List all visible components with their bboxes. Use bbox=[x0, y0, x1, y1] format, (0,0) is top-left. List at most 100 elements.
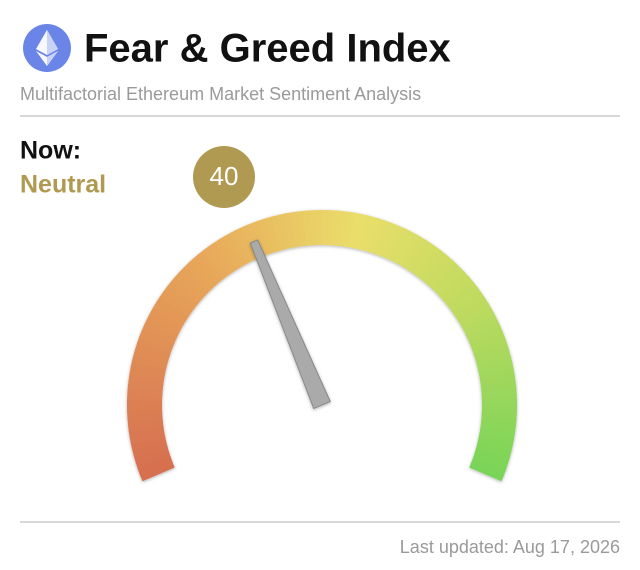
gauge-segment bbox=[271, 214, 287, 251]
gauge-segment bbox=[478, 432, 515, 446]
gauge-segment bbox=[135, 451, 171, 470]
gauge-segment bbox=[442, 276, 475, 305]
gauge-segment bbox=[358, 215, 375, 251]
gauge-segment bbox=[469, 462, 504, 482]
gauge-segment bbox=[137, 456, 173, 476]
gauge-segment bbox=[342, 211, 356, 248]
gauge-segment bbox=[170, 275, 203, 304]
gauge-segment bbox=[373, 220, 393, 256]
gauge-segment bbox=[353, 213, 368, 250]
gauge-segment bbox=[183, 262, 214, 293]
gauge-segment bbox=[470, 457, 507, 477]
gauge-segment bbox=[127, 385, 163, 396]
gauge-segment bbox=[383, 224, 405, 260]
gauge-segment bbox=[474, 447, 510, 465]
gauge-segment bbox=[455, 297, 489, 323]
gauge-segment bbox=[479, 368, 515, 382]
gauge-segment bbox=[419, 250, 448, 283]
gauge-segment bbox=[207, 242, 234, 276]
gauge-segment bbox=[452, 292, 486, 318]
gauge-segment bbox=[159, 290, 193, 317]
gauge-segment bbox=[388, 227, 410, 263]
gauge-segment bbox=[127, 405, 163, 413]
gauge-segment bbox=[133, 446, 170, 464]
gauge-segment bbox=[130, 360, 167, 375]
gauge-segment bbox=[235, 226, 257, 262]
gauge-segment bbox=[192, 253, 221, 286]
gauge-segment bbox=[188, 257, 217, 289]
gauge-segment bbox=[229, 229, 252, 265]
gauge-segment bbox=[463, 313, 498, 336]
gauge-segment bbox=[470, 331, 506, 351]
gauge-segment bbox=[277, 213, 292, 250]
gauge-segment bbox=[446, 281, 479, 310]
gauge-segment bbox=[218, 235, 243, 270]
gauge-segment bbox=[139, 330, 175, 350]
gauge-segment bbox=[475, 442, 512, 459]
gauge-segment bbox=[472, 337, 508, 356]
gauge-segment bbox=[128, 425, 165, 439]
gauge-segment bbox=[478, 361, 514, 376]
gauge-segment bbox=[132, 441, 168, 458]
gauge-segment bbox=[423, 254, 453, 286]
gauge-segment bbox=[133, 348, 169, 365]
gauge-segment bbox=[363, 216, 381, 253]
gauge-segment bbox=[480, 421, 516, 434]
gauge-segment bbox=[143, 318, 179, 340]
gauge-segment bbox=[155, 296, 190, 322]
gauge-segment bbox=[163, 285, 196, 313]
gauge-segment bbox=[435, 267, 466, 297]
gauge-segment bbox=[368, 218, 387, 254]
gauge-segment bbox=[131, 354, 168, 370]
gauge-segment bbox=[480, 374, 516, 387]
now-label: Now: bbox=[20, 137, 81, 165]
gauge-segment bbox=[174, 271, 206, 300]
gauge-segment bbox=[348, 212, 362, 249]
gauge-segment bbox=[129, 431, 166, 445]
gauge-segment bbox=[135, 342, 171, 360]
gauge-segment bbox=[129, 366, 166, 380]
gauge-segment bbox=[473, 343, 510, 361]
gauge-segment bbox=[253, 220, 272, 256]
gauge-segment bbox=[202, 246, 230, 279]
gauge-segment bbox=[378, 222, 399, 258]
gauge-segment bbox=[476, 355, 513, 371]
gauge-segment bbox=[179, 266, 210, 297]
gauge-segment bbox=[468, 325, 504, 346]
gauge-segment bbox=[127, 410, 163, 420]
gauge-segment bbox=[439, 272, 470, 301]
gauge-segment bbox=[475, 349, 511, 366]
gauge-segment bbox=[213, 238, 239, 273]
gauge-segment bbox=[130, 436, 167, 451]
gauge-segment bbox=[477, 437, 513, 453]
gauge-segment bbox=[402, 236, 427, 270]
gauge-segment bbox=[431, 263, 462, 294]
gauge-segment bbox=[415, 246, 443, 280]
gauge-segment bbox=[197, 249, 226, 282]
gauge-segment bbox=[224, 232, 248, 267]
gauge-segment bbox=[265, 216, 282, 252]
gauge-segment bbox=[149, 307, 184, 331]
gauge-segment bbox=[481, 399, 517, 408]
gauge-segment bbox=[337, 210, 349, 247]
gauge-segment bbox=[128, 373, 165, 386]
gauge-segment bbox=[449, 286, 482, 314]
gauge-segment bbox=[166, 280, 199, 309]
gauge-segment bbox=[283, 212, 297, 249]
needle bbox=[249, 239, 331, 410]
sentiment: Neutral bbox=[20, 171, 106, 199]
gauge-segment bbox=[137, 336, 173, 355]
gauge-segment bbox=[411, 243, 438, 276]
gauge-segment bbox=[290, 211, 303, 248]
gauge-segment bbox=[146, 312, 182, 335]
gauge-segment bbox=[397, 233, 422, 268]
gauge-band bbox=[127, 210, 517, 482]
gauge-segment bbox=[127, 379, 164, 391]
gauge-segment bbox=[315, 210, 324, 246]
gauge-segment bbox=[152, 301, 187, 326]
subtitle: Multifactorial Ethereum Market Sentiment… bbox=[20, 84, 421, 104]
gauge-segment bbox=[472, 452, 509, 471]
gauge-segment bbox=[259, 218, 277, 254]
gauge-segment bbox=[458, 302, 492, 327]
